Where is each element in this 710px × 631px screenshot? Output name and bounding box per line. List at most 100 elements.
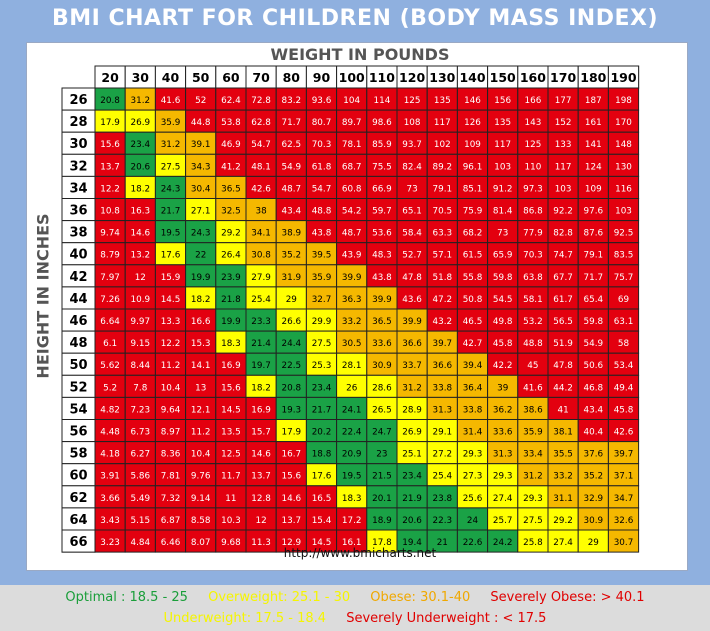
bmi-value-label: 13 xyxy=(195,383,206,393)
bmi-value-label: 30.9 xyxy=(584,516,604,526)
bmi-value-label: 59.7 xyxy=(372,207,392,217)
bmi-value-label: 12.8 xyxy=(251,494,271,504)
bmi-value-label: 24.7 xyxy=(372,428,392,438)
height-tick-label: 40 xyxy=(69,248,87,263)
bmi-value-label: 15.6 xyxy=(282,472,302,482)
bmi-value-label: 70.3 xyxy=(312,140,332,150)
height-tick-label: 30 xyxy=(69,137,87,152)
bmi-value-label: 16.1 xyxy=(342,538,362,548)
bmi-value-label: 16.9 xyxy=(251,405,271,415)
bmi-value-label: 187 xyxy=(585,96,602,106)
bmi-value-label: 29 xyxy=(588,538,599,548)
bmi-value-label: 14.6 xyxy=(282,494,302,504)
bmi-value-label: 18.3 xyxy=(342,494,362,504)
bmi-value-label: 32.9 xyxy=(584,494,604,504)
weight-tick-label: 120 xyxy=(399,70,425,85)
bmi-value-label: 29.3 xyxy=(523,494,543,504)
bmi-value-label: 98.6 xyxy=(372,118,392,128)
bmi-value-label: 24 xyxy=(467,516,479,526)
bmi-value-label: 152 xyxy=(555,118,572,128)
bmi-value-label: 21.5 xyxy=(372,472,392,482)
bmi-cell xyxy=(607,529,640,553)
height-tick-label: 26 xyxy=(69,93,87,108)
bmi-value-label: 18.2 xyxy=(251,383,271,393)
bmi-value-label: 34.1 xyxy=(251,229,271,239)
bmi-value-label: 146 xyxy=(464,96,481,106)
bmi-value-label: 71.7 xyxy=(584,273,604,283)
bmi-value-label: 13.2 xyxy=(131,251,151,261)
bmi-value-label: 11.2 xyxy=(161,361,181,371)
height-tick-label: 58 xyxy=(69,447,87,462)
bmi-value-label: 61.7 xyxy=(553,295,573,305)
bmi-value-label: 30.5 xyxy=(342,339,362,349)
height-tick-label: 36 xyxy=(69,204,87,219)
bmi-value-label: 7.26 xyxy=(100,295,120,305)
bmi-value-label: 39.4 xyxy=(463,361,483,371)
bmi-value-label: 62.5 xyxy=(282,140,302,150)
bmi-value-label: 45.8 xyxy=(493,339,513,349)
bmi-value-label: 19.4 xyxy=(402,538,422,548)
weight-tick-label: 190 xyxy=(610,70,636,85)
bmi-value-label: 85.1 xyxy=(463,184,483,194)
bmi-value-label: 31.2 xyxy=(402,383,422,393)
bmi-value-label: 61.8 xyxy=(312,162,332,172)
bmi-value-label: 8.58 xyxy=(191,516,211,526)
weight-tick-label: 50 xyxy=(192,70,210,85)
legend-row-1: Optimal : 18.5 - 25 Overweight: 25.1 - 3… xyxy=(0,590,710,605)
bmi-value-label: 33.8 xyxy=(463,405,483,415)
bmi-value-label: 23 xyxy=(376,450,387,460)
bmi-value-label: 117 xyxy=(434,118,451,128)
bmi-value-label: 61.5 xyxy=(463,251,483,261)
bmi-value-label: 12.2 xyxy=(100,184,120,194)
bmi-value-label: 143 xyxy=(525,118,542,128)
bmi-value-label: 8.79 xyxy=(100,251,120,261)
bmi-value-label: 108 xyxy=(404,118,421,128)
bmi-value-label: 21.7 xyxy=(161,207,181,217)
bmi-value-label: 47.2 xyxy=(433,295,453,305)
bmi-value-label: 23.8 xyxy=(433,494,453,504)
height-tick-label: 56 xyxy=(69,425,87,440)
bmi-value-label: 16.5 xyxy=(312,494,332,504)
weight-tick-label: 130 xyxy=(429,70,455,85)
bmi-value-label: 103 xyxy=(615,207,632,217)
weight-tick-label: 20 xyxy=(101,70,119,85)
weight-tick-label: 70 xyxy=(252,70,270,85)
bmi-value-label: 161 xyxy=(585,118,602,128)
bmi-value-label: 31.2 xyxy=(523,472,543,482)
bmi-value-label: 55.8 xyxy=(463,273,483,283)
bmi-value-label: 26.6 xyxy=(282,317,302,327)
bmi-value-label: 13.7 xyxy=(251,472,271,482)
bmi-value-label: 83.2 xyxy=(282,96,302,106)
height-tick-label: 48 xyxy=(69,336,87,351)
bmi-value-label: 6.46 xyxy=(161,538,181,548)
bmi-value-label: 27.4 xyxy=(553,538,573,548)
bmi-value-label: 31.1 xyxy=(553,494,573,504)
bmi-value-label: 24.2 xyxy=(493,538,513,548)
bmi-value-label: 135 xyxy=(494,118,511,128)
bmi-value-label: 92.5 xyxy=(614,229,634,239)
bmi-value-label: 54.9 xyxy=(584,339,604,349)
bmi-value-label: 46.8 xyxy=(584,383,604,393)
bmi-value-label: 19.9 xyxy=(221,317,241,327)
bmi-value-label: 116 xyxy=(615,184,632,194)
weight-tick-label: 90 xyxy=(313,70,331,85)
bmi-value-label: 15.6 xyxy=(221,383,241,393)
bmi-value-label: 33.7 xyxy=(402,361,422,371)
bmi-value-label: 12 xyxy=(135,273,146,283)
bmi-value-label: 33.6 xyxy=(493,428,513,438)
bmi-value-label: 29.3 xyxy=(463,450,483,460)
bmi-value-label: 21.4 xyxy=(251,339,271,349)
bmi-value-label: 126 xyxy=(464,118,481,128)
bmi-value-label: 19.5 xyxy=(342,472,362,482)
bmi-value-label: 45 xyxy=(527,361,538,371)
bmi-value-label: 75.9 xyxy=(463,207,483,217)
bmi-value-label: 18.9 xyxy=(372,516,392,526)
bmi-value-label: 53.2 xyxy=(523,317,543,327)
bmi-value-label: 114 xyxy=(374,96,391,106)
bmi-value-label: 52.7 xyxy=(402,251,422,261)
bmi-value-label: 68.7 xyxy=(342,162,362,172)
bmi-value-label: 9.68 xyxy=(221,538,241,548)
bmi-value-label: 20.9 xyxy=(342,450,362,460)
bmi-value-label: 148 xyxy=(615,140,632,150)
bmi-value-label: 25.4 xyxy=(433,472,453,482)
